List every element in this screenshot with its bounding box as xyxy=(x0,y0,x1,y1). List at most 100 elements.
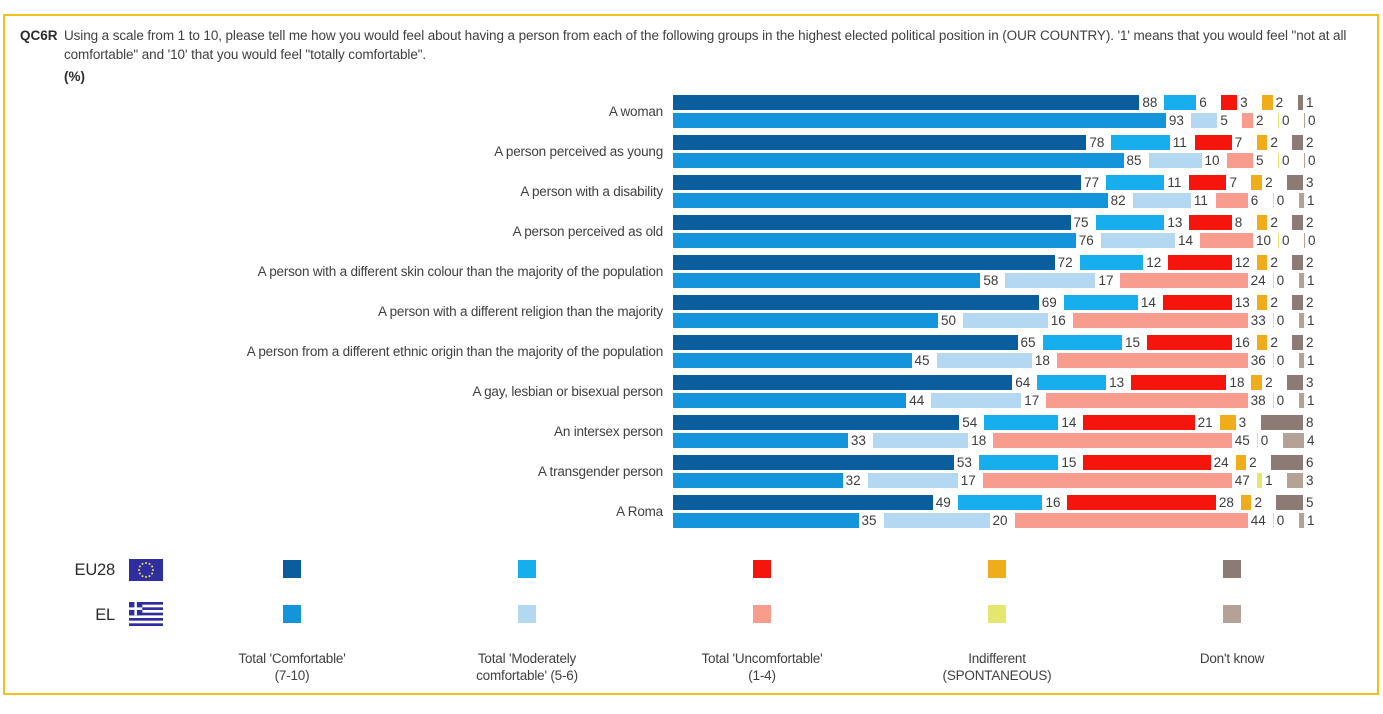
value-label: 69 xyxy=(1041,295,1057,310)
category-label: A transgender person xyxy=(537,464,663,479)
bar-pair: 88 6 3 2 1 93 5 2 0 0 xyxy=(673,95,1330,128)
segment-comfortable xyxy=(673,153,1124,168)
value-label: 14 xyxy=(1140,295,1156,310)
legend-column-label-uncomfortable: Total 'Uncomfortable' (1-4) xyxy=(701,651,823,683)
segment-indifferent xyxy=(1251,175,1263,190)
value-label: 18 xyxy=(1229,375,1245,390)
segment-dont-know xyxy=(1298,273,1304,288)
bar-eu28: 49 16 28 2 5 xyxy=(673,495,1329,510)
category-row: A person perceived as young 78 11 7 2 2 85 10 5 0… xyxy=(5,135,1377,168)
segment-indifferent xyxy=(1256,215,1268,230)
value-label: 14 xyxy=(1061,415,1077,430)
bar-el: 76 14 10 0 0 xyxy=(673,233,1330,248)
value-label: 0 xyxy=(1282,153,1290,168)
segment-comfortable xyxy=(673,353,912,368)
value-label: 6 xyxy=(1199,95,1207,110)
segment-comfortable xyxy=(673,95,1140,110)
value-label: 93 xyxy=(1168,113,1184,128)
segment-uncomfortable xyxy=(1242,113,1253,128)
value-label: 6 xyxy=(1305,455,1314,470)
value-label: 2 xyxy=(1255,113,1264,128)
segment-uncomfortable xyxy=(1014,513,1248,528)
segment-uncomfortable xyxy=(993,433,1232,448)
segment-moderately-comfortable xyxy=(957,495,1043,510)
value-label: 33 xyxy=(1250,313,1266,328)
value-label: 2 xyxy=(1265,175,1273,190)
value-label: 11 xyxy=(1167,175,1182,190)
value-label: 65 xyxy=(1020,335,1036,350)
value-label: 3 xyxy=(1305,473,1314,488)
segment-moderately-comfortable xyxy=(931,393,1022,408)
value-label: 0 xyxy=(1276,393,1285,408)
bar-el: 33 18 45 0 4 xyxy=(673,433,1329,448)
value-label: 44 xyxy=(909,393,925,408)
value-label: 44 xyxy=(1250,513,1266,528)
segment-dont-know xyxy=(1271,455,1303,470)
segment-moderately-comfortable xyxy=(963,313,1048,328)
segment-indifferent xyxy=(1256,473,1263,488)
legend-swatch-el-indifferent xyxy=(988,605,1006,623)
value-label: 0 xyxy=(1276,353,1285,368)
category-row: A person perceived as old 75 13 8 2 2 76 14 10 0 0 xyxy=(5,215,1377,248)
segment-indifferent xyxy=(1256,335,1268,350)
value-label: 72 xyxy=(1057,255,1073,270)
value-label: 12 xyxy=(1146,255,1162,270)
segment-uncomfortable xyxy=(1221,95,1238,110)
value-label: 5 xyxy=(1256,153,1264,168)
value-label: 0 xyxy=(1276,313,1285,328)
segment-moderately-comfortable xyxy=(1106,175,1165,190)
value-label: 15 xyxy=(1125,335,1141,350)
category-row: An intersex person 54 14 21 3 8 33 18 45 0 4 xyxy=(5,415,1377,448)
value-label: 17 xyxy=(1024,393,1040,408)
question-block: Using a scale from 1 to 10, please tell … xyxy=(64,27,1367,84)
value-label: 14 xyxy=(1177,233,1194,248)
value-label: 13 xyxy=(1167,215,1183,230)
value-label: 32 xyxy=(845,473,861,488)
segment-indifferent xyxy=(1272,273,1274,288)
bar-eu28: 77 11 7 2 3 xyxy=(673,175,1329,190)
segment-indifferent xyxy=(1272,313,1274,328)
value-label: 1 xyxy=(1305,95,1314,110)
segment-comfortable xyxy=(673,513,859,528)
bar-eu28: 88 6 3 2 1 xyxy=(673,95,1330,110)
value-label: 1 xyxy=(1306,393,1315,408)
value-label: 13 xyxy=(1234,295,1250,310)
legend-swatch-el-comfortable xyxy=(283,605,301,623)
value-label: 2 xyxy=(1270,215,1278,230)
segment-uncomfortable xyxy=(1147,335,1232,350)
segment-indifferent xyxy=(1219,415,1236,430)
value-label: 82 xyxy=(1110,193,1126,208)
value-label: 11 xyxy=(1193,193,1208,208)
value-label: 28 xyxy=(1218,495,1234,510)
value-label: 0 xyxy=(1260,433,1269,448)
segment-dont-know xyxy=(1292,135,1303,150)
segment-uncomfortable xyxy=(1056,353,1248,368)
bar-eu28: 53 15 24 2 6 xyxy=(673,455,1328,470)
value-label: 1 xyxy=(1306,353,1315,368)
legend-swatch-eu28-dont-know xyxy=(1223,560,1241,578)
segment-indifferent xyxy=(1256,135,1268,150)
segment-indifferent xyxy=(1251,375,1263,390)
value-label: 3 xyxy=(1305,175,1314,190)
segment-comfortable xyxy=(673,335,1018,350)
value-label: 1 xyxy=(1306,193,1315,208)
legend-code-eu28: EU28 xyxy=(74,561,116,579)
segment-comfortable xyxy=(673,495,933,510)
segment-indifferent xyxy=(1272,513,1274,528)
segment-comfortable xyxy=(673,455,954,470)
bar-el: 58 17 24 0 1 xyxy=(673,273,1329,288)
value-label: 0 xyxy=(1276,273,1285,288)
legend: EU28 EL xyxy=(5,16,1377,693)
segment-comfortable xyxy=(673,233,1076,248)
segment-dont-know xyxy=(1298,353,1304,368)
segment-moderately-comfortable xyxy=(1005,273,1096,288)
segment-uncomfortable xyxy=(1168,255,1232,270)
value-label: 1 xyxy=(1306,513,1315,528)
value-label: 2 xyxy=(1254,495,1262,510)
segment-dont-know xyxy=(1297,95,1303,110)
segment-dont-know xyxy=(1276,495,1303,510)
bar-eu28: 75 13 8 2 2 xyxy=(673,215,1330,230)
legend-swatch-eu28-comfortable xyxy=(283,560,301,578)
bar-el: 44 17 38 0 1 xyxy=(673,393,1329,408)
value-label: 88 xyxy=(1142,95,1158,110)
